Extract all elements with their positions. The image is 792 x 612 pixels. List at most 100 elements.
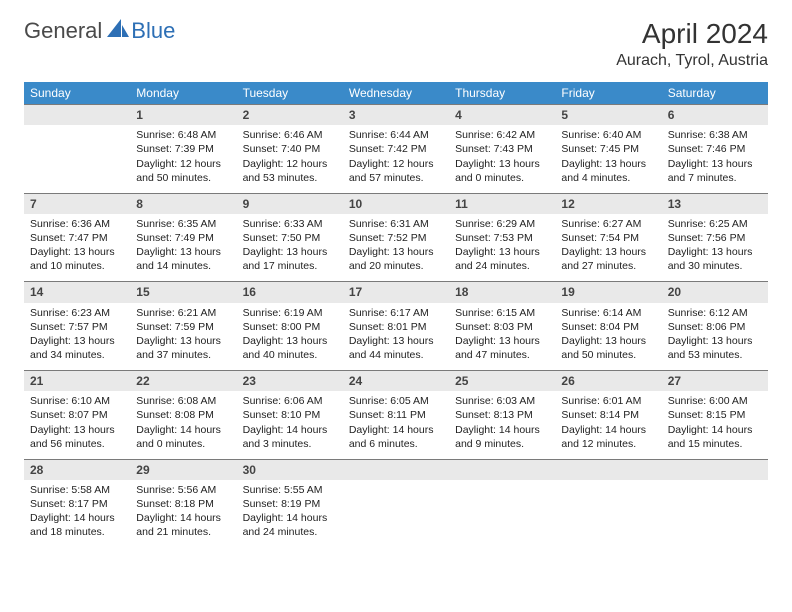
sunset-text: Sunset: 7:57 PM: [30, 320, 124, 334]
sunrise-text: Sunrise: 5:58 AM: [30, 483, 124, 497]
sunset-text: Sunset: 8:08 PM: [136, 408, 230, 422]
sunset-text: Sunset: 7:45 PM: [561, 142, 655, 156]
day-number: 21: [30, 374, 43, 388]
day-number: 16: [243, 285, 256, 299]
day-number: 22: [136, 374, 149, 388]
sunrise-text: Sunrise: 6:33 AM: [243, 217, 337, 231]
sunset-text: Sunset: 7:46 PM: [668, 142, 762, 156]
sunrise-text: Sunrise: 6:35 AM: [136, 217, 230, 231]
day-number-cell: 4: [449, 105, 555, 126]
day-number-cell: 8: [130, 193, 236, 214]
daylight-text: Daylight: 13 hours and 7 minutes.: [668, 157, 762, 185]
sunrise-text: Sunrise: 6:06 AM: [243, 394, 337, 408]
sunrise-text: Sunrise: 6:31 AM: [349, 217, 443, 231]
day-number-cell: [449, 459, 555, 480]
sunrise-text: Sunrise: 6:10 AM: [30, 394, 124, 408]
daylight-text: Daylight: 13 hours and 40 minutes.: [243, 334, 337, 362]
sunset-text: Sunset: 8:04 PM: [561, 320, 655, 334]
daylight-text: Daylight: 13 hours and 0 minutes.: [455, 157, 549, 185]
daylight-text: Daylight: 13 hours and 47 minutes.: [455, 334, 549, 362]
sunset-text: Sunset: 8:18 PM: [136, 497, 230, 511]
day-number-cell: 9: [237, 193, 343, 214]
daylight-text: Daylight: 14 hours and 12 minutes.: [561, 423, 655, 451]
sunrise-text: Sunrise: 6:44 AM: [349, 128, 443, 142]
sunset-text: Sunset: 7:42 PM: [349, 142, 443, 156]
sunrise-text: Sunrise: 6:12 AM: [668, 306, 762, 320]
sunset-text: Sunset: 7:54 PM: [561, 231, 655, 245]
day-number-cell: 21: [24, 371, 130, 392]
day-info-cell: Sunrise: 6:15 AMSunset: 8:03 PMDaylight:…: [449, 303, 555, 371]
day-number: 25: [455, 374, 468, 388]
day-number: 1: [136, 108, 143, 122]
day-info-cell: Sunrise: 6:01 AMSunset: 8:14 PMDaylight:…: [555, 391, 661, 459]
day-number: 13: [668, 197, 681, 211]
daylight-text: Daylight: 14 hours and 0 minutes.: [136, 423, 230, 451]
day-info-cell: [343, 480, 449, 548]
day-number: 6: [668, 108, 675, 122]
weekday-header: Thursday: [449, 82, 555, 105]
sunset-text: Sunset: 8:10 PM: [243, 408, 337, 422]
daylight-text: Daylight: 14 hours and 18 minutes.: [30, 511, 124, 539]
day-number-cell: 26: [555, 371, 661, 392]
day-number-cell: 22: [130, 371, 236, 392]
sunset-text: Sunset: 7:43 PM: [455, 142, 549, 156]
calendar-table: Sunday Monday Tuesday Wednesday Thursday…: [24, 82, 768, 548]
sunrise-text: Sunrise: 6:46 AM: [243, 128, 337, 142]
daynum-row: 282930: [24, 459, 768, 480]
day-info-cell: Sunrise: 6:46 AMSunset: 7:40 PMDaylight:…: [237, 125, 343, 193]
day-number: 4: [455, 108, 462, 122]
day-number: 12: [561, 197, 574, 211]
day-number-cell: 5: [555, 105, 661, 126]
sunrise-text: Sunrise: 6:23 AM: [30, 306, 124, 320]
daylight-text: Daylight: 14 hours and 9 minutes.: [455, 423, 549, 451]
sunset-text: Sunset: 8:17 PM: [30, 497, 124, 511]
daylight-text: Daylight: 13 hours and 4 minutes.: [561, 157, 655, 185]
month-title: April 2024: [616, 18, 768, 50]
sunrise-text: Sunrise: 6:05 AM: [349, 394, 443, 408]
day-info-cell: Sunrise: 6:36 AMSunset: 7:47 PMDaylight:…: [24, 214, 130, 282]
daylight-text: Daylight: 13 hours and 44 minutes.: [349, 334, 443, 362]
sunrise-text: Sunrise: 6:15 AM: [455, 306, 549, 320]
day-number-cell: [555, 459, 661, 480]
sunrise-text: Sunrise: 6:36 AM: [30, 217, 124, 231]
sunrise-text: Sunrise: 6:03 AM: [455, 394, 549, 408]
day-number-cell: 18: [449, 282, 555, 303]
day-number-cell: 1: [130, 105, 236, 126]
day-info-cell: Sunrise: 6:23 AMSunset: 7:57 PMDaylight:…: [24, 303, 130, 371]
info-row: Sunrise: 5:58 AMSunset: 8:17 PMDaylight:…: [24, 480, 768, 548]
day-info-cell: Sunrise: 6:33 AMSunset: 7:50 PMDaylight:…: [237, 214, 343, 282]
sunrise-text: Sunrise: 5:55 AM: [243, 483, 337, 497]
sunrise-text: Sunrise: 6:00 AM: [668, 394, 762, 408]
info-row: Sunrise: 6:48 AMSunset: 7:39 PMDaylight:…: [24, 125, 768, 193]
day-number-cell: 3: [343, 105, 449, 126]
daynum-row: 123456: [24, 105, 768, 126]
day-info-cell: Sunrise: 6:21 AMSunset: 7:59 PMDaylight:…: [130, 303, 236, 371]
daylight-text: Daylight: 14 hours and 6 minutes.: [349, 423, 443, 451]
sunset-text: Sunset: 8:01 PM: [349, 320, 443, 334]
day-info-cell: Sunrise: 5:58 AMSunset: 8:17 PMDaylight:…: [24, 480, 130, 548]
sunset-text: Sunset: 8:11 PM: [349, 408, 443, 422]
daylight-text: Daylight: 13 hours and 17 minutes.: [243, 245, 337, 273]
day-number: 11: [455, 197, 468, 211]
daylight-text: Daylight: 14 hours and 3 minutes.: [243, 423, 337, 451]
daylight-text: Daylight: 12 hours and 53 minutes.: [243, 157, 337, 185]
day-number: 10: [349, 197, 362, 211]
weekday-header: Sunday: [24, 82, 130, 105]
day-number-cell: 10: [343, 193, 449, 214]
daylight-text: Daylight: 13 hours and 37 minutes.: [136, 334, 230, 362]
sunset-text: Sunset: 7:47 PM: [30, 231, 124, 245]
day-number-cell: 6: [662, 105, 768, 126]
day-info-cell: Sunrise: 6:19 AMSunset: 8:00 PMDaylight:…: [237, 303, 343, 371]
daylight-text: Daylight: 13 hours and 27 minutes.: [561, 245, 655, 273]
daylight-text: Daylight: 14 hours and 15 minutes.: [668, 423, 762, 451]
sunrise-text: Sunrise: 6:01 AM: [561, 394, 655, 408]
info-row: Sunrise: 6:10 AMSunset: 8:07 PMDaylight:…: [24, 391, 768, 459]
day-number-cell: 16: [237, 282, 343, 303]
sunrise-text: Sunrise: 6:29 AM: [455, 217, 549, 231]
sunrise-text: Sunrise: 6:27 AM: [561, 217, 655, 231]
day-number: 9: [243, 197, 250, 211]
day-info-cell: Sunrise: 6:44 AMSunset: 7:42 PMDaylight:…: [343, 125, 449, 193]
day-number: 26: [561, 374, 574, 388]
weekday-header: Monday: [130, 82, 236, 105]
day-number-cell: 15: [130, 282, 236, 303]
